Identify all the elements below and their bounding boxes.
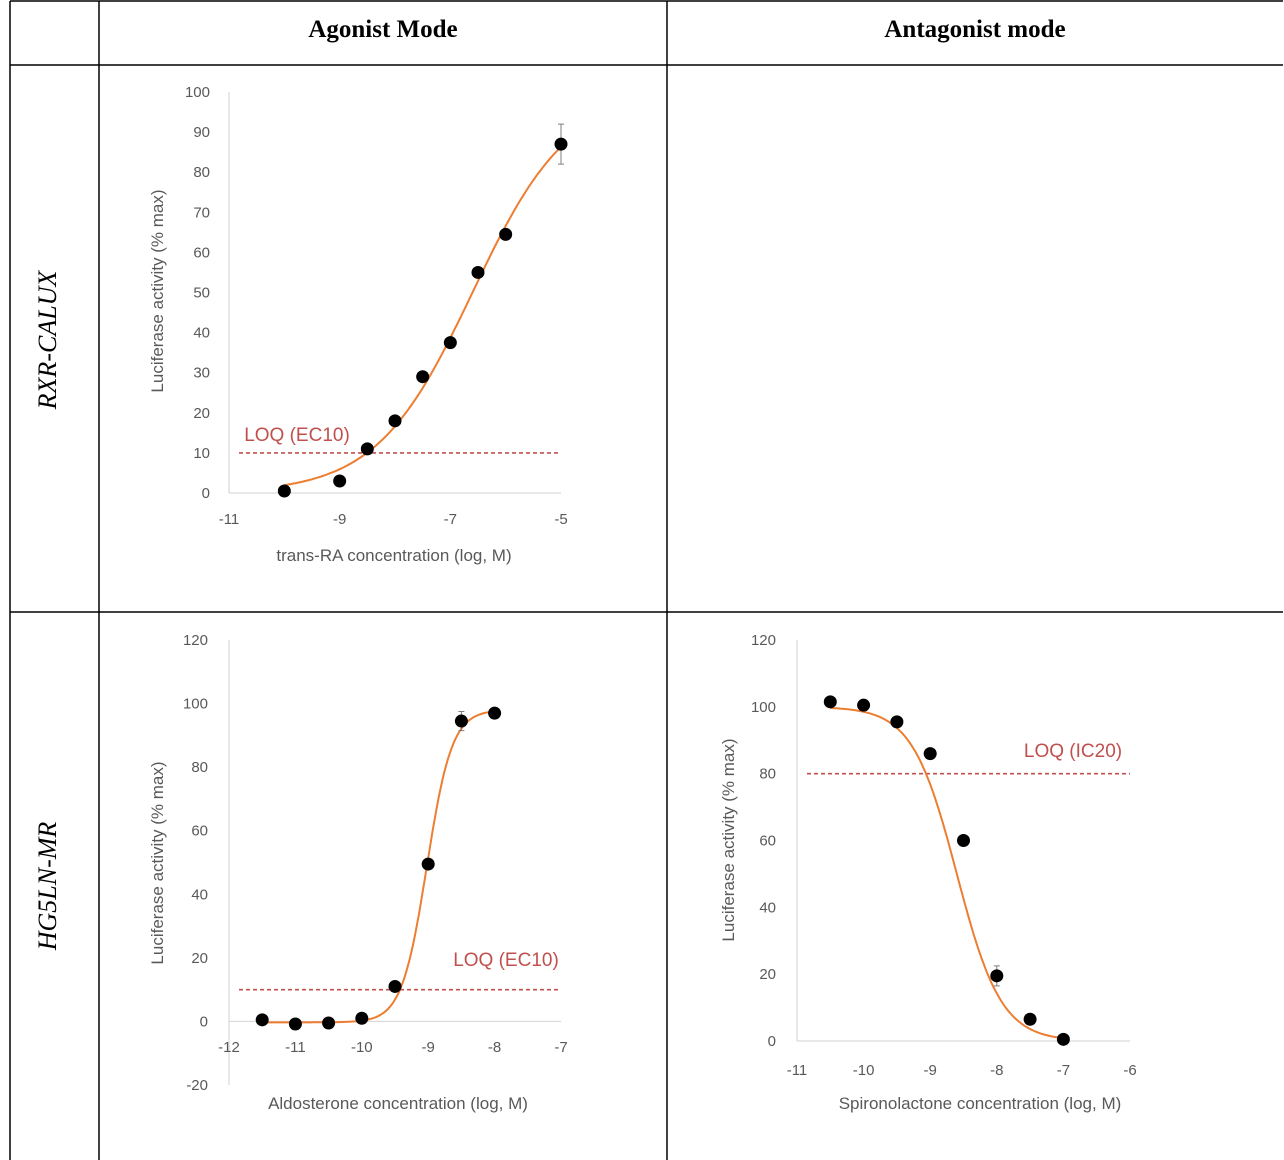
y-tick-label: 40 bbox=[759, 899, 776, 916]
y-tick-label: 40 bbox=[193, 325, 210, 342]
data-point bbox=[923, 747, 937, 761]
y-tick-label: 0 bbox=[200, 1013, 208, 1030]
y-tick-label: 60 bbox=[191, 823, 208, 840]
data-point bbox=[388, 979, 402, 993]
y-tick-label: 60 bbox=[759, 833, 776, 850]
y-tick-label: 30 bbox=[193, 365, 210, 382]
data-point bbox=[823, 695, 837, 709]
row-label-hg5ln-mr: HG5LN-MR bbox=[33, 822, 62, 952]
data-point bbox=[1056, 1032, 1070, 1046]
x-tick-label: -11 bbox=[219, 511, 240, 528]
chart-mr-antagonist: 0 20 40 60 80 100 120 -11 -10 -9 -8 -7 -6Spironolact… bbox=[719, 632, 1137, 1113]
data-point bbox=[890, 715, 904, 729]
x-tick-label: -11 bbox=[285, 1039, 306, 1056]
x-tick-label: -11 bbox=[787, 1062, 808, 1079]
data-point bbox=[288, 1017, 302, 1031]
data-point bbox=[443, 336, 457, 350]
data-point bbox=[488, 706, 502, 720]
data-point bbox=[1023, 1012, 1037, 1026]
y-tick-label: 10 bbox=[193, 445, 210, 462]
y-tick-label: 0 bbox=[202, 485, 210, 502]
x-tick-label: -7 bbox=[1057, 1062, 1070, 1079]
x-tick-label: -9 bbox=[422, 1039, 435, 1056]
y-tick-label: 100 bbox=[185, 84, 210, 101]
x-tick-label: -10 bbox=[351, 1039, 373, 1056]
data-point bbox=[255, 1013, 269, 1027]
loq-label: LOQ (EC10) bbox=[453, 950, 559, 971]
y-tick-label: 0 bbox=[768, 1033, 776, 1050]
data-point bbox=[388, 414, 402, 428]
y-tick-label: 80 bbox=[191, 759, 208, 776]
data-point bbox=[322, 1016, 336, 1030]
data-point bbox=[471, 265, 485, 279]
row-label-rxr-calux: RXR-CALUX bbox=[33, 270, 62, 411]
y-tick-label: 20 bbox=[191, 950, 208, 967]
x-tick-label: -12 bbox=[218, 1039, 240, 1056]
data-point bbox=[857, 698, 871, 712]
loq-label: LOQ (EC10) bbox=[244, 425, 350, 446]
x-tick-label: -8 bbox=[488, 1039, 501, 1056]
header-antagonist-mode: Antagonist mode bbox=[884, 16, 1065, 43]
x-tick-label: -7 bbox=[554, 1039, 567, 1056]
data-point bbox=[990, 969, 1004, 983]
data-point bbox=[416, 370, 430, 384]
x-tick-label: -8 bbox=[990, 1062, 1003, 1079]
data-point bbox=[454, 714, 468, 728]
y-axis-label: Luciferase activity (% max) bbox=[719, 738, 738, 941]
y-axis-label: Luciferase activity (% max) bbox=[148, 189, 167, 392]
fit-curve bbox=[262, 710, 495, 1024]
data-point bbox=[333, 474, 347, 488]
data-point bbox=[355, 1011, 369, 1025]
x-tick-label: -9 bbox=[924, 1062, 937, 1079]
y-tick-label: 100 bbox=[751, 699, 776, 716]
loq-label: LOQ (IC20) bbox=[1024, 741, 1122, 762]
data-point bbox=[277, 484, 291, 498]
y-tick-label: 80 bbox=[759, 766, 776, 783]
y-tick-label: 70 bbox=[193, 204, 210, 221]
y-tick-label: 20 bbox=[759, 966, 776, 983]
y-tick-label: 120 bbox=[183, 632, 208, 649]
x-tick-label: -7 bbox=[444, 511, 457, 528]
data-point bbox=[499, 227, 513, 241]
data-point bbox=[957, 834, 970, 847]
x-tick-label: -5 bbox=[554, 511, 567, 528]
data-point bbox=[554, 137, 568, 151]
x-tick-label: -6 bbox=[1123, 1062, 1136, 1079]
data-point bbox=[421, 857, 435, 871]
x-tick-label: -10 bbox=[853, 1062, 875, 1079]
x-axis-label: trans-RA concentration (log, M) bbox=[276, 546, 511, 565]
y-axis-label: Luciferase activity (% max) bbox=[148, 761, 167, 964]
chart-rxr-agonist: 0 10 20 30 40 50 60 70 80 90 100 -11 -9 -7 -5 trans-RA … bbox=[148, 84, 568, 565]
fit-curve bbox=[830, 707, 1064, 1040]
x-tick-label: -9 bbox=[333, 511, 346, 528]
y-tick-label: 40 bbox=[191, 886, 208, 903]
y-tick-label: 60 bbox=[193, 244, 210, 261]
y-tick-label: -20 bbox=[186, 1077, 208, 1094]
y-tick-label: 100 bbox=[183, 696, 208, 713]
x-axis-label: Spironolactone concentration (log, M) bbox=[839, 1094, 1122, 1113]
y-tick-label: 80 bbox=[193, 164, 210, 181]
chart-mr-agonist: -20 0 20 40 60 80 100 120 -12 -11 -10 -9 -8 -7 Aldoste… bbox=[148, 632, 568, 1113]
header-agonist-mode: Agonist Mode bbox=[308, 16, 457, 43]
data-point bbox=[360, 442, 374, 456]
y-tick-label: 90 bbox=[193, 124, 210, 141]
y-tick-label: 50 bbox=[193, 285, 210, 302]
y-tick-label: 20 bbox=[193, 405, 210, 422]
fit-curve bbox=[284, 146, 562, 487]
y-tick-label: 120 bbox=[751, 632, 776, 649]
x-axis-label: Aldosterone concentration (log, M) bbox=[268, 1094, 528, 1113]
